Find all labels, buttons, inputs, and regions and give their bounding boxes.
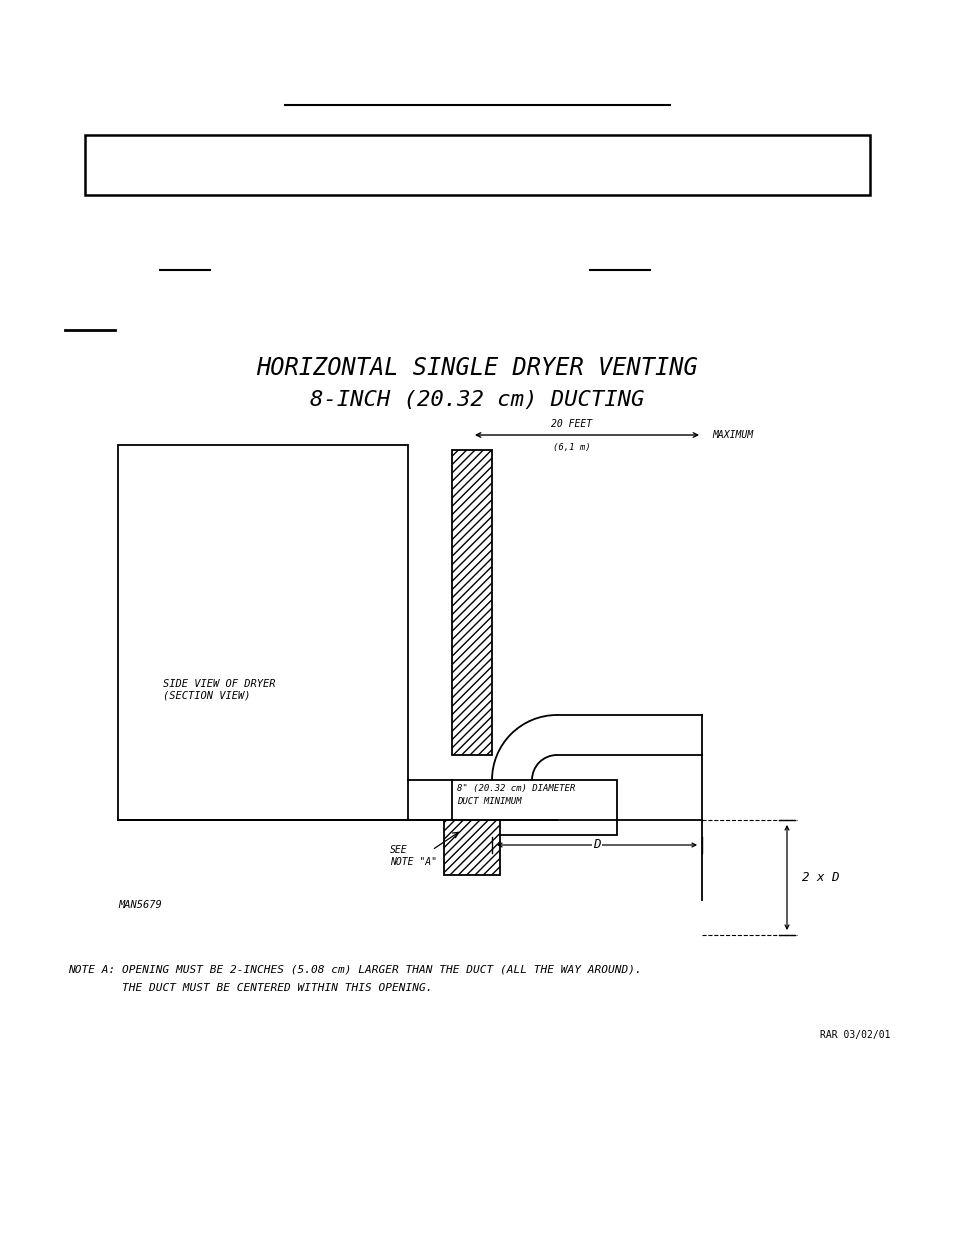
Text: DUCT MINIMUM: DUCT MINIMUM <box>456 798 521 806</box>
Text: 2 x D: 2 x D <box>801 871 839 884</box>
Text: 20 FEET: 20 FEET <box>551 419 592 429</box>
Text: THE DUCT MUST BE CENTERED WITHIN THIS OPENING.: THE DUCT MUST BE CENTERED WITHIN THIS OP… <box>68 983 432 993</box>
Text: SIDE VIEW OF DRYER
(SECTION VIEW): SIDE VIEW OF DRYER (SECTION VIEW) <box>163 679 275 700</box>
Bar <box>443 820 499 876</box>
Text: 8-INCH (20.32 cm) DUCTING: 8-INCH (20.32 cm) DUCTING <box>310 390 643 410</box>
Bar <box>452 781 617 835</box>
Text: (6,1 m): (6,1 m) <box>553 443 590 452</box>
Text: NOTE A: OPENING MUST BE 2-INCHES (5.08 cm) LARGER THAN THE DUCT (ALL THE WAY ARO: NOTE A: OPENING MUST BE 2-INCHES (5.08 c… <box>68 965 641 974</box>
Bar <box>452 450 492 755</box>
Bar <box>85 135 869 195</box>
Text: MAN5679: MAN5679 <box>118 900 162 910</box>
Text: HORIZONTAL SINGLE DRYER VENTING: HORIZONTAL SINGLE DRYER VENTING <box>255 356 698 380</box>
Text: SEE
NOTE "A": SEE NOTE "A" <box>390 845 436 867</box>
Bar <box>118 445 408 820</box>
Text: 8" (20.32 cm) DIAMETER: 8" (20.32 cm) DIAMETER <box>456 783 575 793</box>
Text: D: D <box>593 839 600 851</box>
Text: RAR 03/02/01: RAR 03/02/01 <box>820 1030 889 1040</box>
Text: MAXIMUM: MAXIMUM <box>711 430 752 440</box>
